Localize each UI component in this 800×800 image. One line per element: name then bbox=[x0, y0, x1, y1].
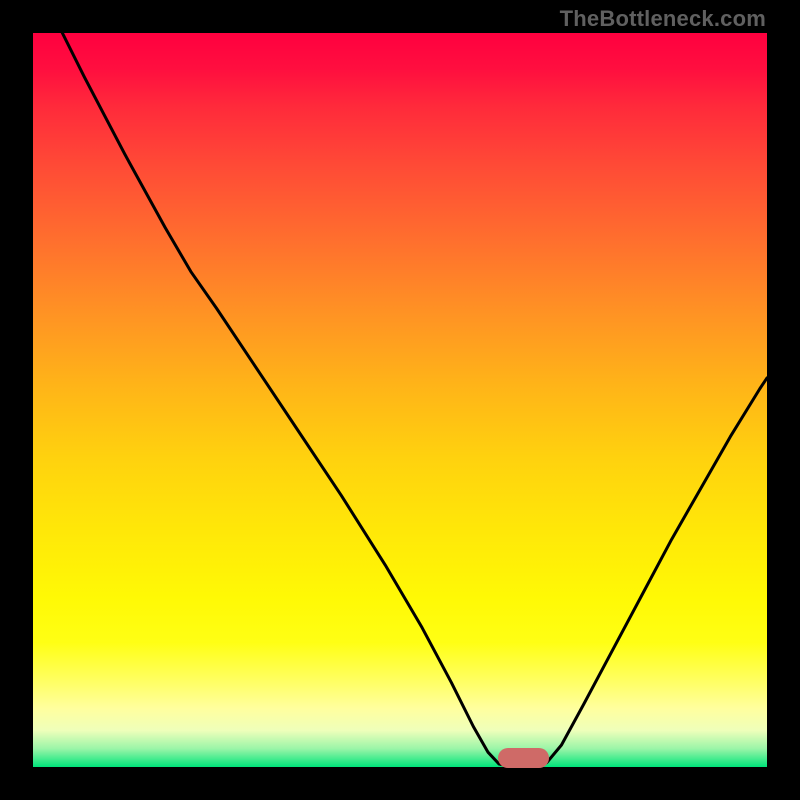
watermark-text: TheBottleneck.com bbox=[560, 6, 766, 32]
chart-container: TheBottleneck.com bbox=[0, 0, 800, 800]
bottleneck-curve bbox=[33, 33, 767, 767]
optimal-marker bbox=[498, 748, 549, 769]
plot-area bbox=[33, 33, 767, 767]
